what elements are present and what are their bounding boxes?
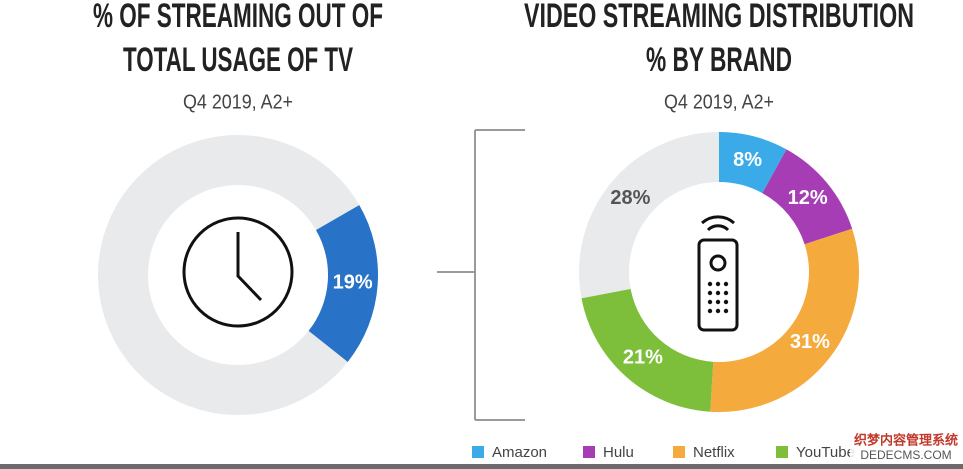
- chart-title: TOTAL USAGE OF TV: [123, 41, 353, 79]
- legend-label: Hulu: [603, 444, 634, 461]
- segment-label: 12%: [788, 187, 828, 209]
- legend-swatch: [776, 446, 788, 458]
- legend-swatch: [673, 446, 685, 458]
- donut-segment: [710, 228, 859, 412]
- bottom-strip: [0, 464, 963, 469]
- donut-segment: [308, 205, 378, 362]
- donut-segment: [579, 132, 719, 299]
- donut-segment: [762, 149, 853, 245]
- legend-label: YouTube: [796, 444, 855, 461]
- donut: 8% 12% 31% 21% 28%: [579, 132, 859, 412]
- segment-label: 8%: [733, 149, 762, 171]
- chart-title: VIDEO STREAMING DISTRIBUTION: [524, 0, 914, 35]
- legend-label: Netflix: [693, 444, 735, 461]
- segment-label: 31%: [790, 331, 830, 353]
- watermark-bg: [850, 432, 963, 464]
- legend-swatch: [472, 446, 484, 458]
- donut-segment: [581, 288, 714, 412]
- chart-subtitle: Q4 2019, A2+: [664, 91, 774, 113]
- legend-label: Amazon: [492, 444, 547, 461]
- bracket: [437, 129, 525, 421]
- chart-subtitle: Q4 2019, A2+: [183, 91, 293, 113]
- donut-segment: [98, 134, 360, 415]
- segment-label: 19%: [333, 272, 373, 294]
- segment-label: 28%: [610, 187, 650, 209]
- watermark: DEDECMS.COM: [860, 448, 951, 462]
- remote-icon: [697, 215, 739, 332]
- segment-label: 21%: [623, 347, 663, 369]
- watermark: 织梦内容管理系统: [854, 432, 958, 447]
- donut-segment: [719, 132, 787, 194]
- chart-title: % OF STREAMING OUT OF: [93, 0, 383, 35]
- donut: 19%: [98, 134, 378, 415]
- clock-icon: [182, 216, 294, 328]
- chart-title: % BY BRAND: [646, 41, 792, 79]
- legend-swatch: [583, 446, 595, 458]
